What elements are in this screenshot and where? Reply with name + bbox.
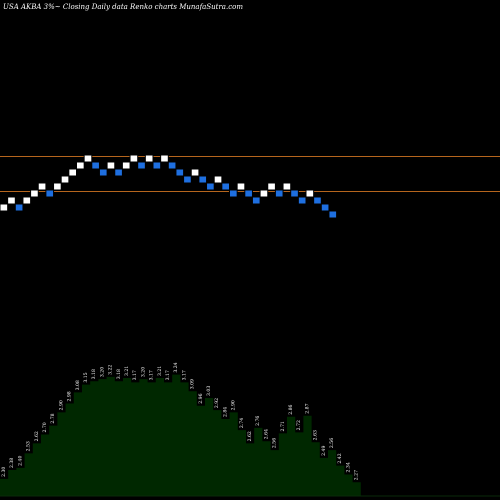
renko-brick-0 — [0, 203, 9, 212]
renko-brick-26 — [198, 175, 208, 184]
renko-brick-24 — [183, 175, 192, 184]
volume-value-label-3: 2.53 — [26, 441, 32, 451]
volume-value-label-12: 3.20 — [99, 367, 105, 377]
renko-brick-4 — [30, 189, 39, 198]
renko-brick-37 — [282, 182, 292, 191]
renko-brick-8 — [60, 175, 70, 184]
renko-brick-14 — [106, 161, 116, 170]
renko-brick-27 — [206, 182, 215, 191]
renko-brick-15 — [114, 168, 123, 177]
volume-value-label-23: 3.09 — [190, 379, 196, 389]
volume-value-label-28: 2.90 — [231, 400, 237, 410]
renko-brick-20 — [152, 161, 162, 170]
volume-area — [0, 374, 500, 497]
volume-value-label-30: 2.62 — [247, 431, 253, 441]
renko-brick-2 — [14, 203, 24, 212]
volume-value-label-4: 2.62 — [34, 431, 40, 441]
volume-value-label-43: 2.27 — [354, 470, 360, 480]
volume-value-label-0: 2.30 — [1, 467, 7, 477]
volume-value-label-2: 2.40 — [17, 456, 23, 466]
renko-brick-23 — [175, 168, 185, 177]
renko-brick-7 — [53, 182, 62, 191]
renko-brick-43 — [328, 210, 338, 219]
volume-labels: 2.302.38 2.402.532.622.702.782.902.983.08… — [1, 362, 360, 480]
renko-brick-11 — [83, 154, 93, 163]
renko-brick-3 — [22, 196, 32, 205]
volume-value-label-24: 2.96 — [198, 393, 204, 403]
volume-value-label-13: 3.22 — [108, 365, 114, 375]
renko-brick-39 — [297, 196, 307, 205]
renko-brick-17 — [129, 154, 139, 163]
renko-brick-10 — [76, 161, 85, 170]
volume-value-label-15: 3.21 — [124, 366, 130, 376]
volume-value-label-6: 2.78 — [50, 413, 56, 423]
volume-value-label-39: 2.49 — [321, 446, 327, 456]
volume-value-label-21: 3.24 — [173, 362, 179, 372]
volume-value-label-16: 3.17 — [132, 370, 138, 380]
renko-brick-38 — [290, 189, 299, 198]
volume-value-label-5: 2.70 — [42, 422, 48, 432]
volume-value-label-17: 3.20 — [140, 367, 146, 377]
renko-brick-18 — [137, 161, 146, 170]
volume-value-label-42: 2.34 — [345, 462, 351, 472]
volume-value-label-36: 2.72 — [296, 420, 302, 430]
volume-value-label-34: 2.71 — [280, 421, 286, 431]
chart-title: USA AKBA 3%~ Closing Daily data Renko ch… — [3, 3, 243, 11]
volume-value-label-33: 2.56 — [272, 438, 278, 448]
renko-brick-22 — [167, 161, 177, 170]
renko-brick-6 — [45, 189, 55, 198]
renko-brick-42 — [320, 203, 330, 212]
volume-value-label-14: 3.18 — [116, 369, 122, 379]
renko-brick-28 — [213, 175, 223, 184]
volume-value-label-40: 2.56 — [329, 438, 335, 448]
volume-value-label-27: 2.84 — [222, 407, 228, 417]
volume-value-label-11: 3.18 — [91, 369, 97, 379]
volume-value-label-7: 2.90 — [58, 400, 64, 410]
volume-value-label-1: 2.38 — [9, 458, 15, 468]
renko-brick-21 — [160, 154, 169, 163]
volume-value-label-32: 2.64 — [263, 429, 269, 439]
renko-brick-30 — [229, 189, 238, 198]
volume-value-label-25: 3.03 — [206, 386, 212, 396]
renko-brick-35 — [267, 182, 276, 191]
volume-value-label-31: 2.76 — [255, 416, 261, 426]
renko-brick-19 — [144, 154, 154, 163]
renko-brick-41 — [313, 196, 322, 205]
volume-value-label-29: 2.74 — [239, 418, 245, 428]
renko-brick-13 — [98, 168, 108, 177]
renko-brick-40 — [305, 189, 315, 198]
volume-value-label-41: 2.42 — [337, 453, 343, 463]
volume-value-label-18: 3.17 — [149, 370, 155, 380]
volume-value-label-20: 3.17 — [165, 370, 171, 380]
renko-brick-25 — [190, 168, 200, 177]
volume-area-fill — [0, 374, 361, 496]
renko-brick-16 — [121, 161, 131, 170]
volume-value-label-8: 2.98 — [67, 391, 73, 401]
renko-brick-31 — [236, 182, 246, 191]
renko-brick-12 — [91, 161, 100, 170]
renko-brick-5 — [37, 182, 47, 191]
renko-brick-32 — [244, 189, 253, 198]
renko-brick-34 — [259, 189, 269, 198]
volume-value-label-38: 2.63 — [313, 430, 319, 440]
volume-value-label-22: 3.17 — [181, 370, 187, 380]
renko-bricks — [0, 154, 338, 219]
renko-brick-33 — [251, 196, 261, 205]
volume-value-label-26: 2.92 — [214, 398, 220, 408]
renko-brick-29 — [221, 182, 231, 191]
volume-value-label-37: 2.87 — [304, 403, 310, 413]
volume-value-label-10: 3.15 — [83, 372, 89, 382]
volume-value-label-35: 2.86 — [288, 404, 294, 414]
renko-brick-1 — [7, 196, 16, 205]
renko-brick-9 — [68, 168, 77, 177]
renko-brick-36 — [274, 189, 284, 198]
volume-value-label-19: 3.21 — [157, 366, 163, 376]
volume-value-label-9: 3.08 — [75, 380, 81, 390]
